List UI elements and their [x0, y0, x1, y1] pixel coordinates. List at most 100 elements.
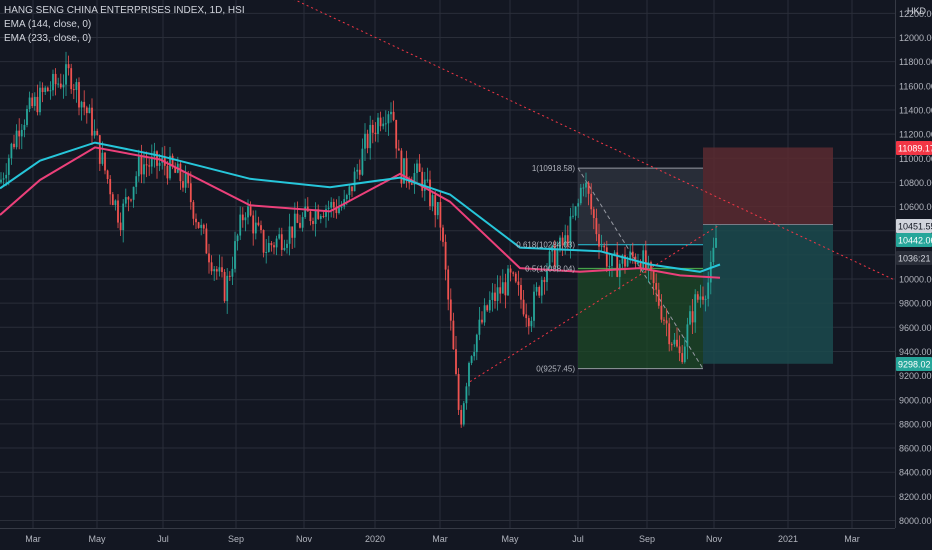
- candle-body: [93, 130, 96, 136]
- price-label-text: 1036:21: [898, 254, 931, 264]
- candle-body: [387, 114, 390, 124]
- candle-body: [301, 217, 304, 228]
- candle-body: [174, 166, 177, 173]
- candle-body: [631, 251, 634, 257]
- candle-body: [57, 83, 60, 85]
- price-axis[interactable]: 8000.00 8200.00 8400.00 8600.00 8800.00 9000.…: [895, 0, 932, 550]
- candle-body: [598, 234, 600, 247]
- candle-body: [249, 206, 252, 216]
- x-tick-label: Jul: [157, 534, 169, 544]
- candle-body: [400, 150, 403, 184]
- candle-body: [189, 183, 192, 203]
- candle-body: [663, 319, 665, 321]
- candle-body: [171, 155, 174, 167]
- candle-body: [200, 224, 203, 228]
- candle-body: [478, 319, 481, 335]
- candle-body: [678, 346, 681, 354]
- candle-body: [473, 352, 476, 357]
- stop-loss-zone: [703, 147, 833, 225]
- y-tick-label: 9000.00: [899, 395, 932, 405]
- symbol-title[interactable]: HANG SENG CHINA ENTERPRISES INDEX, 1D, H…: [4, 5, 245, 16]
- ema-233-line: [0, 146, 721, 279]
- time-axis[interactable]: Mar May Jul Sep Nov 2020 Mar May Jul Sep Nov 2021 Ma…: [0, 528, 895, 545]
- candle-body: [143, 164, 145, 175]
- candle-body: [140, 156, 143, 175]
- y-tick-label: 11800.00: [899, 57, 932, 67]
- candle-body: [644, 250, 647, 270]
- candle-body: [543, 279, 546, 283]
- candle-body: [96, 130, 99, 136]
- candle-body: [525, 314, 528, 319]
- candle-body: [215, 269, 218, 272]
- ema-233-legend[interactable]: EMA (233, close, 0): [4, 33, 92, 44]
- candle-body: [392, 111, 395, 120]
- x-tick-label: Mar: [844, 534, 860, 544]
- candle-body: [520, 285, 522, 300]
- candle-body: [169, 155, 171, 179]
- candle-body: [270, 243, 273, 246]
- x-tick-label: Sep: [228, 534, 244, 544]
- candle-body: [447, 269, 450, 300]
- candle-body: [280, 234, 283, 250]
- candle-body: [345, 195, 348, 200]
- candle-body: [535, 286, 538, 292]
- candle-body: [470, 356, 473, 363]
- y-tick-label: 8000.00: [899, 516, 932, 526]
- y-tick-label: 12000.00: [899, 33, 932, 43]
- candle-body: [241, 214, 244, 221]
- candle-body: [208, 253, 210, 263]
- candle-body: [455, 349, 457, 375]
- candle-body: [166, 165, 169, 179]
- candle-body: [319, 216, 322, 219]
- candle-body: [247, 206, 249, 218]
- candle-body: [2, 178, 5, 180]
- candle-body: [275, 238, 278, 248]
- candle-body: [335, 207, 338, 214]
- candle-body: [46, 87, 49, 92]
- candle-body: [587, 182, 590, 194]
- candle-body: [293, 213, 296, 238]
- ema-144-legend[interactable]: EMA (144, close, 0): [4, 19, 92, 30]
- candle-body: [611, 254, 613, 267]
- candle-body: [317, 209, 320, 219]
- candle-body: [566, 235, 569, 246]
- candle-body: [449, 299, 452, 321]
- candle-body: [184, 173, 187, 188]
- candle-body: [304, 206, 307, 218]
- candle-body: [135, 176, 138, 187]
- candle-body: [148, 165, 151, 167]
- candle-body: [621, 255, 624, 264]
- candle-body: [572, 215, 574, 217]
- candle-body: [538, 286, 541, 296]
- candle-body: [364, 133, 366, 149]
- candle-body: [460, 409, 463, 425]
- price-label-box: [896, 251, 932, 265]
- candle-body: [561, 237, 564, 246]
- candle-body: [540, 279, 543, 296]
- x-tick-label: 2021: [778, 534, 798, 544]
- candle-body: [244, 217, 247, 221]
- candle-body: [332, 201, 335, 208]
- candle-body: [709, 262, 712, 283]
- y-tick-label: 9800.00: [899, 299, 932, 309]
- candle-body: [501, 282, 504, 294]
- candle-body: [637, 262, 639, 264]
- candle-body: [429, 179, 431, 207]
- candle-body: [351, 186, 353, 192]
- support-trendline: [469, 224, 721, 383]
- candle-body: [444, 241, 447, 270]
- candle-body: [546, 268, 548, 283]
- candle-body: [286, 243, 288, 248]
- candle-body: [603, 245, 606, 248]
- candle-body: [509, 268, 512, 273]
- candle-body: [569, 216, 572, 246]
- candle-body: [650, 262, 652, 271]
- candle-body: [421, 171, 424, 191]
- price-label-text: 10442.06: [898, 236, 932, 246]
- candle-body: [322, 216, 325, 218]
- candle-body: [512, 272, 515, 274]
- candle-body: [416, 163, 418, 173]
- candle-body: [7, 158, 10, 175]
- candle-body: [98, 135, 101, 164]
